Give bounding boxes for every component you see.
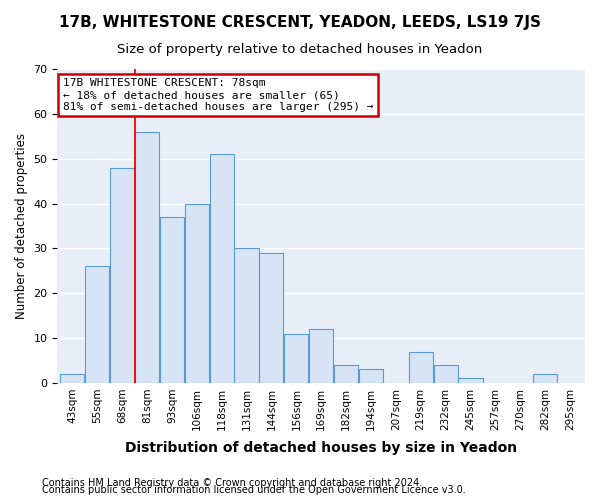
Bar xyxy=(235,248,259,383)
Text: Contains public sector information licensed under the Open Government Licence v3: Contains public sector information licen… xyxy=(42,485,466,495)
X-axis label: Distribution of detached houses by size in Yeadon: Distribution of detached houses by size … xyxy=(125,441,517,455)
Bar xyxy=(533,374,557,383)
Bar xyxy=(334,365,358,383)
Bar xyxy=(309,329,333,383)
Bar xyxy=(359,370,383,383)
Bar xyxy=(135,132,159,383)
Text: Contains HM Land Registry data © Crown copyright and database right 2024.: Contains HM Land Registry data © Crown c… xyxy=(42,478,422,488)
Text: 17B, WHITESTONE CRESCENT, YEADON, LEEDS, LS19 7JS: 17B, WHITESTONE CRESCENT, YEADON, LEEDS,… xyxy=(59,15,541,30)
Bar xyxy=(434,365,458,383)
Bar xyxy=(259,253,283,383)
Bar xyxy=(409,352,433,383)
Bar xyxy=(85,266,109,383)
Bar xyxy=(60,374,85,383)
Bar xyxy=(185,204,209,383)
Bar xyxy=(110,168,134,383)
Bar xyxy=(209,154,234,383)
Text: Size of property relative to detached houses in Yeadon: Size of property relative to detached ho… xyxy=(118,42,482,56)
Bar xyxy=(458,378,482,383)
Y-axis label: Number of detached properties: Number of detached properties xyxy=(15,133,28,319)
Bar xyxy=(160,217,184,383)
Text: 17B WHITESTONE CRESCENT: 78sqm
← 18% of detached houses are smaller (65)
81% of : 17B WHITESTONE CRESCENT: 78sqm ← 18% of … xyxy=(62,78,373,112)
Bar xyxy=(284,334,308,383)
